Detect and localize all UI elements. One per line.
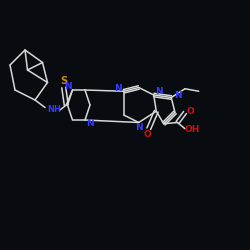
Text: N: N <box>86 119 94 128</box>
Text: NH: NH <box>47 106 61 114</box>
Text: OH: OH <box>185 126 200 134</box>
Text: O: O <box>144 130 152 139</box>
Text: N: N <box>114 84 122 93</box>
Text: N: N <box>174 90 181 100</box>
Text: S: S <box>60 76 67 86</box>
Text: O: O <box>186 107 194 116</box>
Text: N: N <box>156 88 163 96</box>
Text: N: N <box>135 124 142 132</box>
Text: N: N <box>64 82 71 91</box>
